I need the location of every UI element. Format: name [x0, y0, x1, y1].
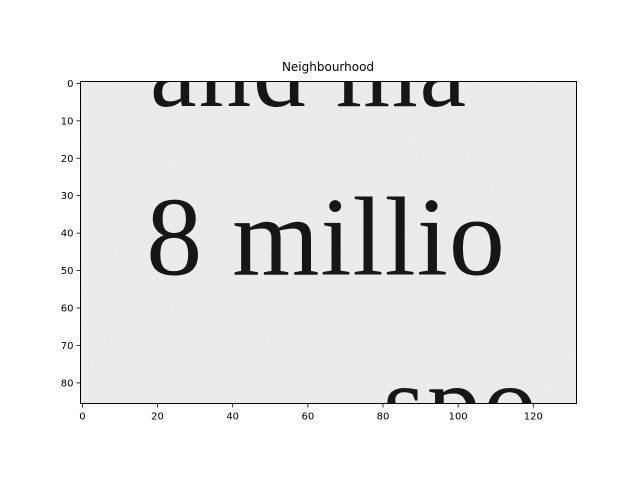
paper-background [80, 81, 577, 404]
heatmap-image: and ma 8 millio spo [80, 12, 577, 463]
scanned-text: and ma 8 millio spo [146, 12, 539, 463]
y-tick-label: 70 [61, 341, 74, 352]
x-tick-label: 120 [524, 412, 543, 423]
y-tick-label: 60 [61, 304, 74, 315]
plot-frame [80, 81, 577, 404]
y-tick-label: 40 [61, 229, 74, 240]
x-tick-label: 0 [79, 412, 85, 423]
x-axis: 0 20 40 60 80 100 120 [79, 403, 543, 423]
y-tick-label: 30 [61, 191, 74, 202]
y-tick-label: 10 [61, 116, 74, 127]
y-tick-label: 0 [67, 79, 73, 90]
image-text-line: 8 millio [146, 175, 506, 299]
x-tick-label: 100 [449, 412, 468, 423]
image-text-line: spo [383, 344, 539, 463]
x-tick-label: 20 [151, 412, 164, 423]
x-tick-label: 80 [377, 412, 390, 423]
y-tick-label: 80 [61, 378, 74, 389]
chart-title: Neighbourhood [282, 60, 374, 74]
x-tick-label: 60 [301, 412, 314, 423]
x-tick-label: 40 [226, 412, 239, 423]
y-tick-label: 50 [61, 266, 74, 277]
y-axis: 0 10 20 30 40 50 60 70 80 [61, 79, 81, 389]
image-text-line: and ma [150, 12, 468, 129]
y-tick-label: 20 [61, 154, 74, 165]
